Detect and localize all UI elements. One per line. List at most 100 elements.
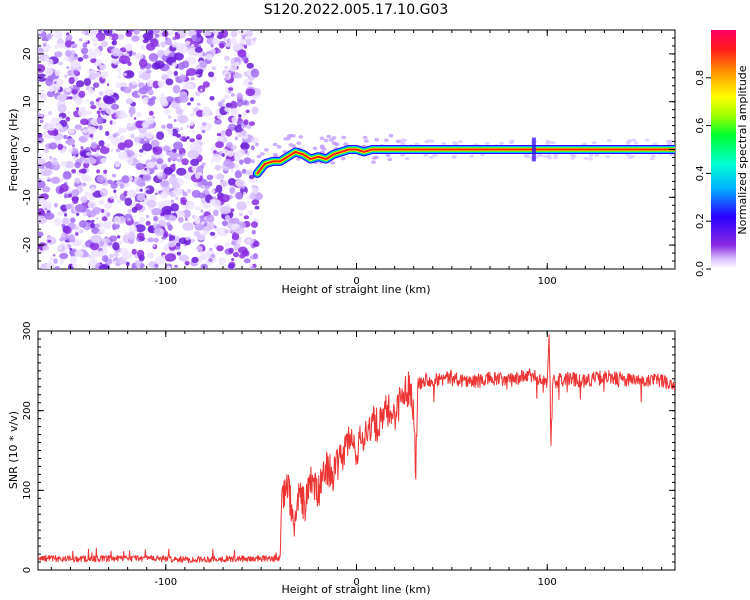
noise-blob bbox=[259, 152, 265, 156]
spectrogram-x-tick-label: -100 bbox=[154, 276, 177, 287]
noise-blob bbox=[625, 153, 631, 157]
noise-blob bbox=[370, 160, 376, 164]
noise-blob bbox=[146, 187, 150, 191]
noise-blob bbox=[48, 110, 53, 116]
noise-blob bbox=[195, 245, 203, 252]
figure-title: S120.2022.005.17.10.G03 bbox=[264, 2, 449, 18]
noise-blob bbox=[48, 260, 52, 264]
noise-blob bbox=[400, 138, 406, 142]
noise-blob bbox=[160, 240, 163, 243]
noise-blob bbox=[169, 235, 176, 241]
noise-blob bbox=[109, 36, 113, 40]
noise-blob bbox=[233, 252, 240, 258]
noise-blob bbox=[189, 97, 194, 102]
noise-blob bbox=[229, 186, 236, 194]
noise-blob bbox=[181, 152, 186, 156]
noise-blob bbox=[178, 94, 189, 103]
noise-blob bbox=[128, 225, 137, 234]
noise-blob bbox=[90, 186, 96, 193]
noise-blob bbox=[172, 84, 181, 94]
noise-blob bbox=[230, 93, 235, 97]
noise-blob bbox=[49, 256, 54, 261]
noise-blob bbox=[451, 155, 457, 159]
noise-blob bbox=[173, 236, 181, 245]
noise-blob bbox=[196, 32, 202, 38]
noise-blob bbox=[236, 201, 248, 211]
noise-blob bbox=[63, 226, 72, 234]
noise-blob bbox=[173, 52, 184, 61]
noise-blob bbox=[248, 174, 255, 180]
noise-blob bbox=[82, 251, 89, 258]
noise-blob bbox=[122, 151, 127, 156]
noise-blob bbox=[62, 171, 72, 180]
noise-blob bbox=[227, 76, 231, 80]
noise-blob bbox=[319, 136, 325, 141]
noise-blob bbox=[131, 81, 137, 86]
noise-blob bbox=[171, 128, 178, 137]
noise-blob bbox=[136, 249, 145, 258]
noise-blob bbox=[145, 215, 149, 218]
noise-blob bbox=[165, 37, 172, 46]
noise-blob bbox=[202, 193, 206, 197]
noise-blob bbox=[138, 82, 145, 88]
signal-track-band bbox=[256, 148, 675, 175]
noise-blob bbox=[245, 41, 252, 47]
noise-blob bbox=[234, 227, 245, 235]
noise-blob bbox=[82, 42, 88, 48]
noise-blob bbox=[243, 215, 250, 220]
noise-blob bbox=[76, 80, 85, 88]
noise-blob bbox=[605, 155, 611, 159]
noise-blob bbox=[42, 42, 47, 47]
noise-blob bbox=[231, 124, 235, 127]
noise-blob bbox=[74, 177, 81, 184]
noise-blob bbox=[211, 66, 217, 71]
noise-blob bbox=[86, 126, 97, 134]
noise-blob bbox=[228, 247, 234, 254]
noise-blob bbox=[117, 142, 126, 151]
noise-blob bbox=[172, 148, 177, 154]
noise-blob bbox=[96, 169, 100, 174]
noise-blob bbox=[167, 224, 173, 231]
noise-blob bbox=[133, 137, 141, 143]
noise-blob bbox=[152, 146, 163, 155]
noise-blob bbox=[65, 87, 72, 93]
noise-blob bbox=[109, 253, 115, 259]
noise-blob bbox=[256, 154, 262, 159]
noise-blob bbox=[251, 37, 257, 41]
noise-blob bbox=[235, 179, 244, 187]
noise-blob bbox=[251, 159, 255, 164]
noise-blob bbox=[239, 159, 244, 165]
noise-blob bbox=[224, 214, 231, 221]
noise-blob bbox=[272, 152, 278, 157]
noise-blob bbox=[176, 156, 181, 160]
noise-blob bbox=[75, 232, 79, 236]
noise-blob bbox=[649, 157, 655, 161]
noise-blob bbox=[44, 212, 55, 220]
noise-blob bbox=[213, 209, 219, 217]
noise-blob bbox=[237, 49, 247, 58]
noise-blob bbox=[91, 253, 98, 258]
noise-blob bbox=[291, 144, 297, 148]
noise-blob bbox=[38, 157, 42, 161]
noise-blob bbox=[93, 48, 101, 54]
noise-blob bbox=[404, 157, 410, 161]
noise-blob bbox=[224, 77, 228, 81]
noise-blob bbox=[74, 249, 84, 258]
noise-blob bbox=[38, 180, 46, 189]
noise-blob bbox=[276, 145, 282, 149]
noise-blob bbox=[99, 240, 104, 247]
noise-blob bbox=[170, 199, 175, 204]
noise-blob bbox=[201, 122, 207, 126]
noise-blob bbox=[312, 146, 318, 151]
noise-blob bbox=[189, 138, 195, 143]
noise-blob bbox=[219, 206, 231, 215]
noise-blob bbox=[159, 97, 167, 105]
noise-blob bbox=[117, 33, 125, 40]
noise-blob bbox=[243, 258, 251, 264]
noise-blob bbox=[96, 217, 99, 220]
noise-blob bbox=[155, 224, 161, 230]
noise-blob bbox=[207, 181, 213, 187]
noise-blob bbox=[153, 237, 159, 243]
noise-blob bbox=[96, 110, 101, 115]
